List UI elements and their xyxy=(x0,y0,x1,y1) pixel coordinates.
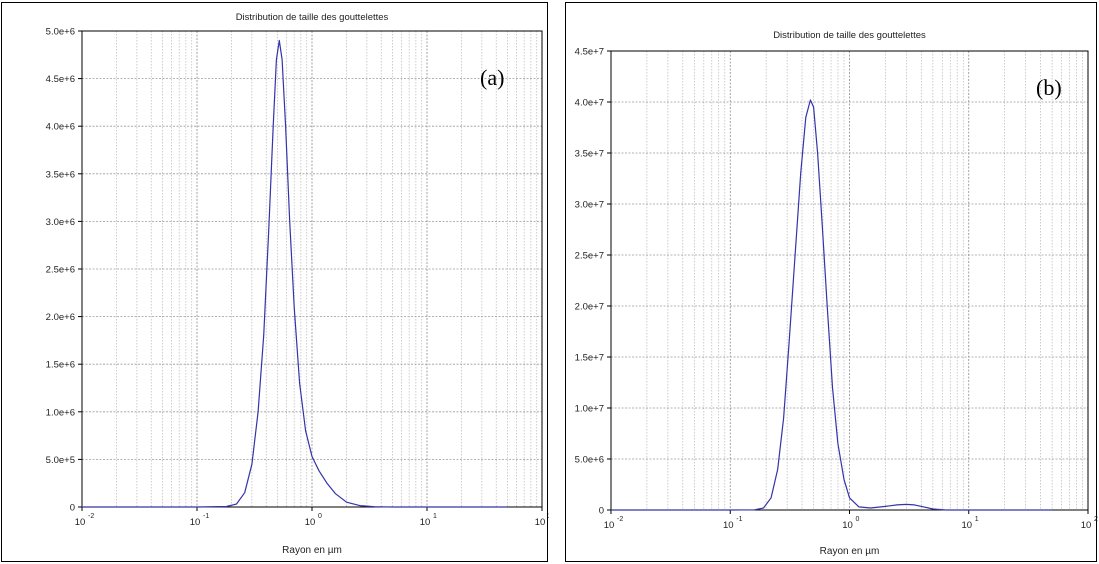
x-tick-label: 10 xyxy=(75,517,86,528)
y-tick-label: 0 xyxy=(70,503,75,514)
x-tick-label: 10 xyxy=(842,520,853,531)
y-tick-label: 1.0e+6 xyxy=(46,407,75,418)
y-tick-label: 1.5e+6 xyxy=(46,360,75,371)
y-tick-label: 3.5e+6 xyxy=(46,169,75,180)
x-tick-exponent: -1 xyxy=(736,516,742,523)
x-tick-exponent: 1 xyxy=(975,516,979,523)
x-tick-label: 10 xyxy=(305,517,316,528)
x-tick-label: 10 xyxy=(723,520,734,531)
chart-b-svg: 10-210-110010110205.0e+61.0e+71.5e+72.0e… xyxy=(575,30,1098,557)
panel-label: (b) xyxy=(1036,75,1062,100)
y-tick-label: 4.0e+7 xyxy=(575,98,604,109)
chart-a-svg: 10-210-110010110205.0e+51.0e+61.5e+62.0e… xyxy=(46,12,549,556)
x-tick-exponent: 0 xyxy=(318,513,322,520)
x-tick-exponent: -1 xyxy=(203,513,209,520)
y-tick-label: 3.0e+7 xyxy=(575,200,604,211)
x-tick-exponent: 0 xyxy=(856,516,860,523)
y-tick-label: 4.5e+7 xyxy=(575,47,604,58)
y-tick-label: 3.0e+6 xyxy=(46,217,75,228)
x-tick-label: 10 xyxy=(190,517,201,528)
y-tick-label: 1.5e+7 xyxy=(575,353,604,364)
chart-title: Distribution de taille des gouttelettes xyxy=(236,12,389,23)
y-tick-label: 2.5e+6 xyxy=(46,265,75,276)
x-tick-exponent: -2 xyxy=(617,516,623,523)
y-tick-label: 3.5e+7 xyxy=(575,149,604,160)
y-tick-label: 5.0e+5 xyxy=(46,455,75,466)
y-tick-label: 0 xyxy=(599,506,604,517)
series-line xyxy=(611,99,1053,511)
x-tick-label: 10 xyxy=(535,517,546,528)
chart-title: Distribution de taille des gouttelettes xyxy=(773,30,926,41)
x-tick-label: 10 xyxy=(604,520,615,531)
x-tick-exponent: 1 xyxy=(433,513,437,520)
y-tick-label: 2.0e+7 xyxy=(575,302,604,313)
x-tick-exponent: 2 xyxy=(1094,516,1098,523)
x-tick-exponent: 2 xyxy=(548,513,549,520)
panel-label: (a) xyxy=(480,65,504,90)
x-tick-label: 10 xyxy=(961,520,972,531)
y-tick-label: 5.0e+6 xyxy=(46,27,75,38)
chart-panel-b: 10 -2 10 -1 10 0 10 1 10 2 0 5.0e+6 1.0e+7 1.5e+7 2.0e… xyxy=(565,2,1098,562)
chart-panel-a: 10-210-110010110205.0e+51.0e+61.5e+62.0e… xyxy=(1,2,549,562)
series-line xyxy=(82,39,508,508)
y-tick-label: 1.0e+7 xyxy=(575,404,604,415)
plot-frame xyxy=(81,30,543,508)
y-tick-label: 4.5e+6 xyxy=(46,74,75,85)
x-axis-label: Rayon en µm xyxy=(282,545,342,556)
x-tick-exponent: -2 xyxy=(88,513,94,520)
y-tick-label: 5.0e+6 xyxy=(575,455,604,466)
y-tick-label: 4.0e+6 xyxy=(46,122,75,133)
plot-frame xyxy=(610,50,1089,511)
x-tick-label: 10 xyxy=(420,517,431,528)
y-tick-label: 2.5e+7 xyxy=(575,251,604,262)
y-tick-label: 2.0e+6 xyxy=(46,312,75,323)
x-tick-label: 10 xyxy=(1081,520,1092,531)
x-axis-label: Rayon en µm xyxy=(820,546,880,557)
